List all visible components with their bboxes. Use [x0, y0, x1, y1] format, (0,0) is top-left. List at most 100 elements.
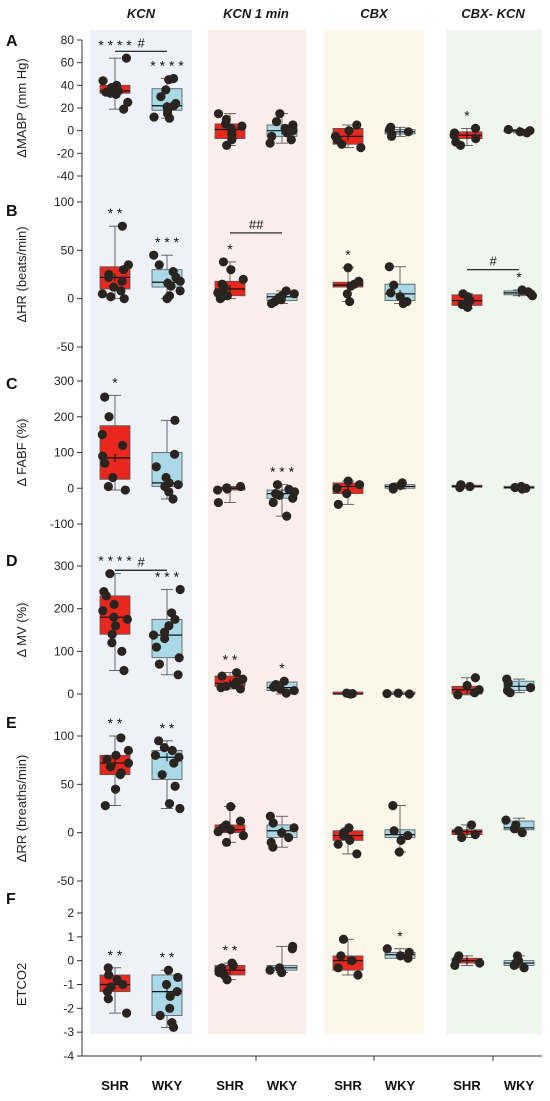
data-point	[168, 494, 178, 504]
data-point	[470, 123, 481, 133]
y-tick-label-A: 80	[61, 33, 75, 47]
data-point	[108, 472, 118, 483]
data-point	[154, 260, 164, 270]
data-point	[123, 758, 134, 768]
y-tick-label-D: 200	[54, 602, 74, 616]
box-D-CBX-KCN-WKY	[502, 674, 536, 698]
data-point	[279, 676, 289, 686]
box-F-KCN1min-SHR: * *	[214, 942, 246, 985]
data-point	[475, 958, 485, 968]
data-point	[342, 489, 352, 499]
box-B-CBX-KCN-SHR	[451, 289, 483, 312]
data-point	[100, 458, 110, 468]
box-A-KCN1min-SHR	[213, 109, 247, 150]
data-point	[213, 497, 223, 508]
data-point	[119, 104, 129, 114]
data-point	[151, 642, 162, 652]
data-point	[462, 680, 472, 691]
y-axis-label-D: Δ MV (%)	[14, 603, 29, 658]
y-tick-label-E: -50	[57, 874, 75, 888]
data-point	[503, 678, 513, 688]
data-point	[161, 85, 171, 95]
data-point	[110, 621, 121, 631]
data-point	[352, 849, 362, 859]
panel-letter-D: D	[6, 553, 18, 570]
comparison-label-D: #	[137, 554, 145, 569]
box-A-KCN-WKY: * * * *	[149, 58, 184, 123]
data-point	[283, 832, 294, 843]
box-E-KCN1min-SHR	[213, 801, 248, 847]
y-tick-label-A: 40	[61, 78, 75, 92]
data-point	[519, 963, 529, 973]
y-tick-label-F: -2	[63, 1001, 74, 1015]
data-point	[221, 837, 232, 847]
data-point	[169, 449, 180, 459]
data-point	[97, 289, 108, 299]
box-E-CBX-SHR	[332, 823, 364, 859]
y-tick-label-F: 0	[67, 954, 74, 968]
significance-label: * * * *	[98, 37, 132, 53]
data-point	[225, 825, 236, 835]
box-C-CBX-KCN-SHR	[451, 480, 483, 493]
data-point	[339, 830, 349, 841]
data-point	[118, 979, 128, 990]
significance-label: * *	[108, 715, 123, 731]
data-point	[169, 758, 179, 768]
data-point	[386, 288, 396, 298]
data-point	[470, 830, 480, 840]
data-point	[404, 689, 415, 699]
data-point	[277, 967, 287, 978]
data-point	[282, 128, 292, 138]
y-tick-label-A: 20	[61, 101, 75, 115]
group-background-1	[90, 30, 192, 1034]
data-point	[235, 684, 246, 694]
y-tick-label-D: 300	[54, 559, 74, 573]
box-A-CBX-SHR	[330, 120, 366, 153]
y-tick-label-C: 0	[67, 481, 74, 495]
y-tick-label-D: 0	[67, 687, 74, 701]
data-point	[217, 671, 227, 681]
data-point	[164, 75, 174, 85]
data-point	[517, 484, 527, 494]
data-point	[166, 281, 176, 291]
data-point	[165, 1003, 175, 1013]
data-point	[107, 638, 117, 648]
data-point	[148, 630, 159, 640]
data-point	[213, 109, 224, 119]
y-tick-label-A: 0	[67, 124, 74, 138]
data-point	[232, 668, 242, 678]
box-D-CBX-SHR	[332, 688, 364, 699]
data-point	[110, 784, 121, 794]
data-point	[104, 272, 114, 282]
x-category-label: WKY	[267, 1078, 298, 1093]
significance-label: * * *	[155, 234, 180, 250]
box-E-KCN1min-WKY	[265, 811, 299, 852]
data-point	[116, 733, 126, 743]
data-point	[382, 688, 392, 699]
data-point	[503, 124, 514, 135]
y-axis-label-C: Δ FABF (%)	[14, 419, 29, 487]
data-point	[332, 483, 342, 493]
y-tick-label-F: -4	[63, 1049, 74, 1063]
data-point	[403, 953, 413, 963]
panel-C: C Δ FABF (%) -100 0 100 200 300	[6, 374, 82, 531]
data-point	[469, 688, 480, 698]
data-point	[457, 832, 467, 843]
data-point	[394, 847, 404, 857]
data-point	[160, 633, 170, 644]
box-D-CBX-WKY	[382, 688, 416, 699]
data-point	[162, 294, 172, 304]
data-point	[175, 803, 185, 814]
data-point	[352, 120, 362, 130]
data-point	[289, 685, 299, 696]
data-point	[164, 487, 174, 497]
data-point	[522, 128, 532, 138]
data-point	[286, 135, 296, 145]
data-point	[356, 143, 366, 153]
data-point	[102, 987, 113, 997]
data-point	[471, 134, 481, 144]
y-tick-label-B: 0	[67, 292, 74, 306]
data-point	[175, 584, 185, 595]
box-B-KCN-WKY: * * *	[149, 234, 185, 304]
